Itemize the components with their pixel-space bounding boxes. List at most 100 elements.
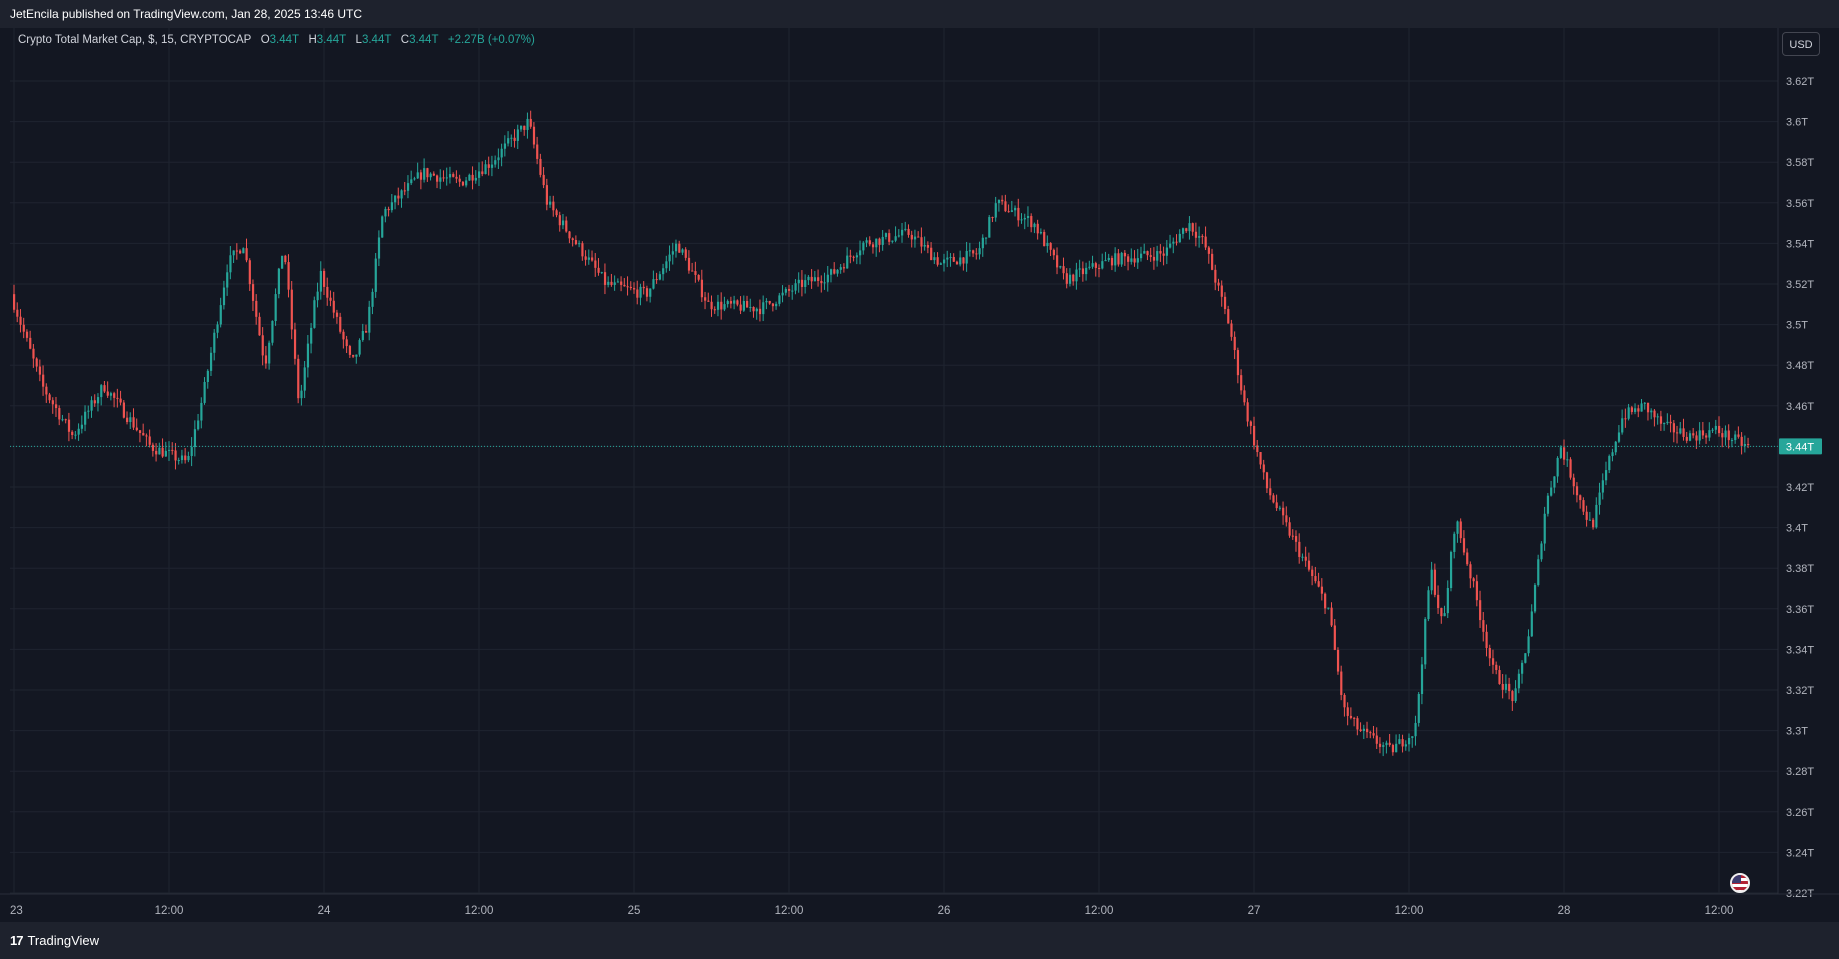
candle-body (868, 240, 871, 245)
candle-body (1698, 430, 1701, 441)
candle-body (445, 177, 448, 179)
candle-body (558, 215, 561, 226)
candle-body (471, 174, 474, 181)
candle-body (629, 286, 632, 289)
candle-body (678, 243, 681, 253)
candle-body (1004, 201, 1007, 212)
candle-body (962, 257, 965, 264)
candle-body (474, 177, 477, 181)
candle-body (303, 367, 306, 391)
candle-body (1466, 552, 1469, 565)
candle-body (58, 408, 61, 420)
candle-body (206, 370, 209, 382)
candle-body (1133, 258, 1136, 263)
x-tick-label: 24 (318, 905, 331, 917)
candle-body (1375, 735, 1378, 744)
candle-body (300, 390, 303, 399)
candle-body (184, 455, 187, 461)
x-tick-label: 25 (628, 905, 641, 917)
candle-body (542, 174, 545, 186)
y-tick-label: 3.28T (1786, 766, 1814, 778)
candle-body (1614, 441, 1617, 453)
candle-body (1456, 521, 1459, 534)
price-chart[interactable]: 3.62T 3.6T 3.58T 3.56T 3.54T 3.52T 3.5T 3.48T 3.… (0, 28, 1839, 922)
candle-body (387, 208, 390, 211)
candle-body (93, 400, 96, 404)
candle-body (749, 307, 752, 309)
candle-body (1165, 247, 1169, 256)
candle-body (1385, 742, 1388, 746)
open-label: O (260, 34, 270, 46)
candle-body (549, 201, 552, 205)
candle-body (1056, 255, 1059, 268)
symbol-name[interactable]: Crypto Total Market Cap, $, 15, CRYPTOCA… (18, 34, 252, 46)
candle-body (1265, 472, 1269, 489)
y-tick-label: 3.58T (1786, 157, 1814, 169)
candle-body (32, 348, 35, 359)
candle-body (1139, 253, 1143, 259)
candle-body (704, 297, 707, 301)
candle-body (1098, 267, 1101, 269)
candle-body (852, 256, 855, 258)
candle-body (771, 303, 775, 307)
candle-body (1101, 261, 1104, 269)
candle-body (1650, 410, 1653, 413)
candle-body (642, 286, 645, 289)
candle-body (1424, 619, 1427, 665)
candle-body (1501, 683, 1504, 690)
candle-body (933, 257, 936, 261)
candle-body (865, 240, 868, 243)
candle-body (145, 435, 148, 437)
candle-body (323, 270, 326, 287)
currency-button[interactable]: USD (1782, 32, 1820, 56)
candle-body (416, 172, 419, 179)
candle-body (1679, 428, 1682, 434)
candle-body (465, 180, 468, 186)
candle-body (510, 137, 513, 139)
candle-body (578, 243, 581, 245)
candle-body (658, 274, 662, 280)
candle-body (1417, 694, 1420, 723)
candle-body (623, 284, 626, 287)
candle-body (1491, 658, 1495, 665)
candle-body (904, 228, 907, 230)
candle-body (894, 236, 897, 241)
publish-info: JetEncila published on TradingView.com, … (10, 7, 362, 21)
us-flag-icon[interactable] (1730, 873, 1750, 893)
candle-body (1298, 541, 1301, 557)
candle-body (1214, 269, 1217, 283)
symbol-legend[interactable]: Crypto Total Market Cap, $, 15, CRYPTOCA… (18, 34, 535, 46)
candle-body (1727, 430, 1730, 441)
candle-body (532, 126, 536, 145)
candle-body (222, 287, 226, 306)
candle-body (720, 301, 723, 310)
tradingview-logo[interactable]: 17 TradingView (10, 933, 99, 948)
candle-body (96, 397, 100, 404)
candle-body (1411, 736, 1414, 738)
candle-body (1311, 569, 1314, 577)
candle-body (1324, 593, 1327, 609)
candle-body (959, 257, 962, 265)
candle-body (565, 220, 568, 232)
candle-body (768, 300, 771, 304)
candle-body (1230, 323, 1233, 337)
candle-body (726, 301, 729, 305)
candle-body (71, 431, 74, 436)
candle-body (1395, 743, 1398, 753)
candle-body (1291, 535, 1294, 537)
candle-body (1708, 430, 1711, 438)
candle-body (881, 236, 884, 245)
candle-body (122, 402, 125, 418)
candle-body (755, 308, 758, 312)
candle-body (497, 157, 500, 161)
candle-body (119, 398, 122, 403)
candle-body (394, 195, 397, 203)
candle-body (197, 420, 200, 430)
candle-body (1362, 728, 1365, 731)
candle-body (248, 260, 251, 285)
y-tick-label: 3.48T (1786, 360, 1814, 372)
candle-body (245, 248, 248, 261)
candle-body (1469, 564, 1472, 579)
chart-area[interactable]: 3.62T 3.6T 3.58T 3.56T 3.54T 3.52T 3.5T 3.48T 3.… (0, 28, 1839, 922)
candle-body (187, 455, 190, 461)
